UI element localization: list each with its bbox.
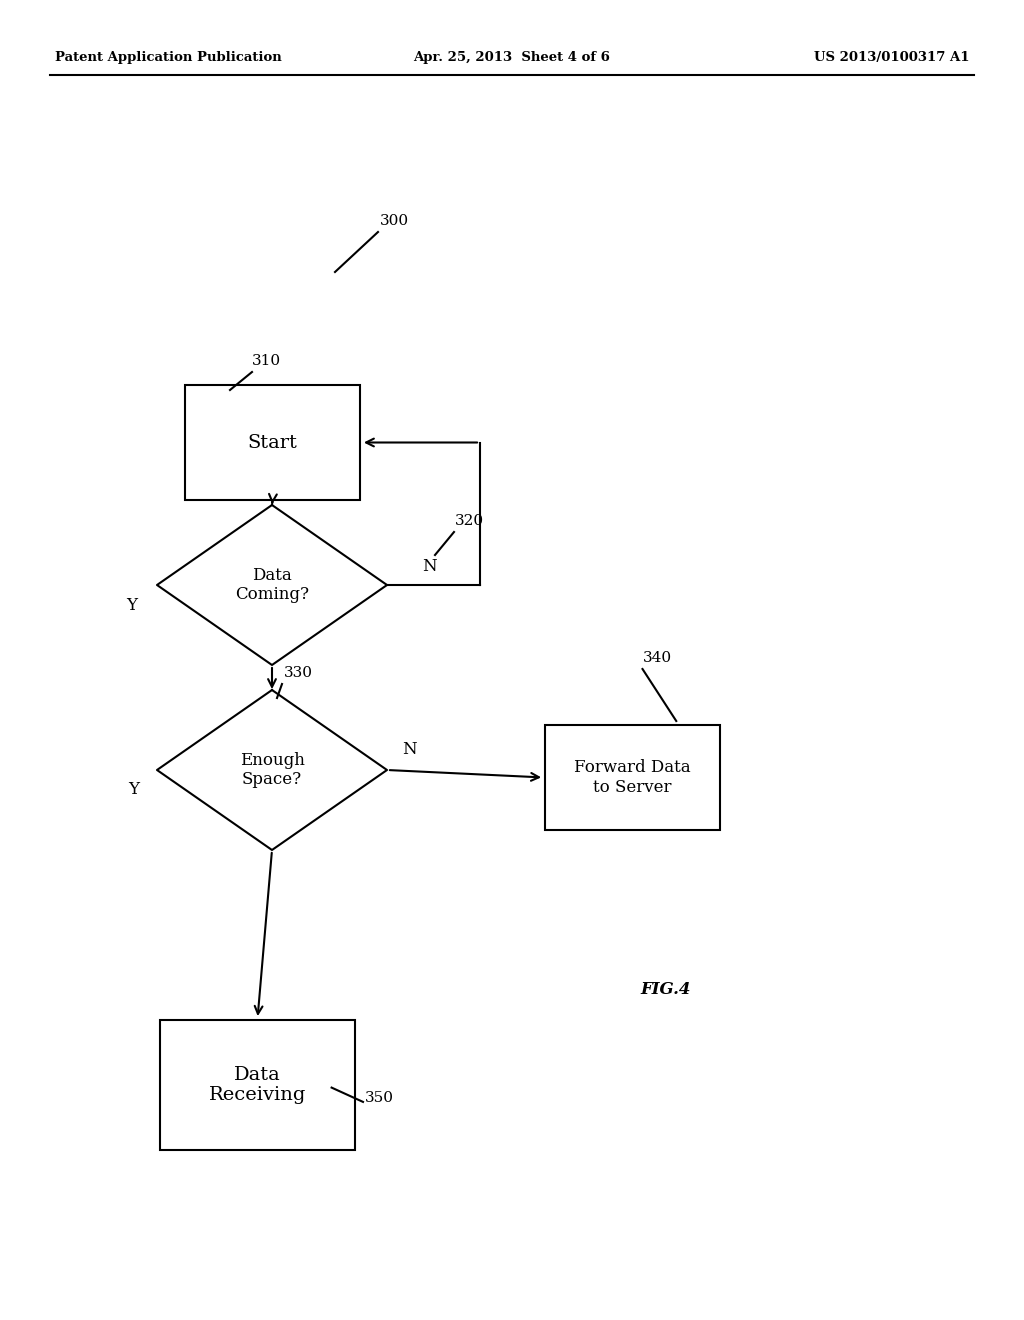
Text: 300: 300 bbox=[380, 214, 410, 228]
Text: 340: 340 bbox=[642, 651, 672, 665]
Text: Data
Coming?: Data Coming? bbox=[234, 566, 309, 603]
Text: 350: 350 bbox=[365, 1090, 394, 1105]
Text: Apr. 25, 2013  Sheet 4 of 6: Apr. 25, 2013 Sheet 4 of 6 bbox=[414, 51, 610, 65]
Text: 310: 310 bbox=[252, 354, 282, 368]
Text: N: N bbox=[422, 558, 436, 576]
Polygon shape bbox=[157, 690, 387, 850]
Text: Patent Application Publication: Patent Application Publication bbox=[55, 51, 282, 65]
Text: Y: Y bbox=[126, 597, 137, 614]
Text: 320: 320 bbox=[455, 513, 484, 528]
Text: FIG.4: FIG.4 bbox=[640, 982, 690, 998]
Text: Enough
Space?: Enough Space? bbox=[240, 751, 304, 788]
Text: N: N bbox=[402, 741, 417, 758]
Text: US 2013/0100317 A1: US 2013/0100317 A1 bbox=[814, 51, 970, 65]
Text: 330: 330 bbox=[284, 667, 313, 680]
Bar bbox=[160, 1020, 355, 1150]
Text: Start: Start bbox=[248, 433, 297, 451]
Polygon shape bbox=[157, 506, 387, 665]
Text: Forward Data
to Server: Forward Data to Server bbox=[574, 759, 691, 796]
Bar bbox=[185, 385, 360, 500]
Text: Y: Y bbox=[128, 781, 139, 799]
Text: Data
Receiving: Data Receiving bbox=[209, 1065, 306, 1105]
Bar bbox=[545, 725, 720, 830]
